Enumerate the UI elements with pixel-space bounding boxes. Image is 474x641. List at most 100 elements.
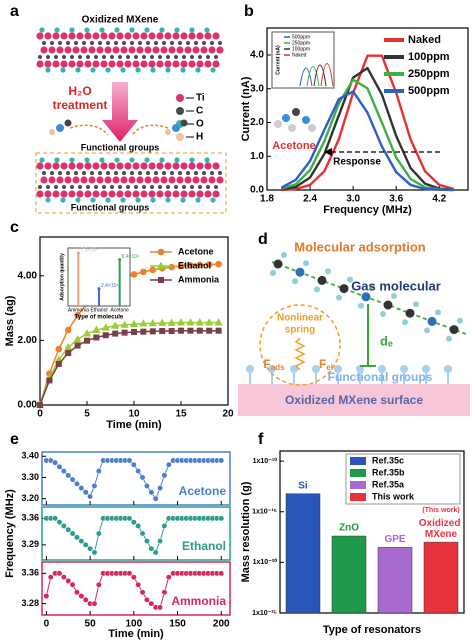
y-tick-label: 3.36 bbox=[21, 568, 39, 578]
marker bbox=[218, 457, 225, 464]
atom-o bbox=[45, 197, 51, 203]
atom-ti bbox=[116, 60, 124, 68]
molecule-atom bbox=[302, 116, 310, 124]
marker bbox=[130, 271, 138, 278]
atom-o bbox=[60, 197, 66, 203]
marker bbox=[215, 327, 222, 334]
atom-c bbox=[50, 41, 54, 45]
atom-ti bbox=[140, 60, 148, 68]
marker bbox=[157, 485, 163, 491]
x-tick-label: 4.2 bbox=[432, 194, 446, 205]
panel-label: d bbox=[258, 231, 268, 248]
marker bbox=[168, 263, 175, 271]
bar bbox=[423, 541, 459, 614]
x-axis-title: Time (min) bbox=[106, 419, 162, 431]
marker bbox=[167, 318, 176, 326]
atom-ti bbox=[196, 60, 204, 68]
x-axis-title: Time (min) bbox=[108, 628, 164, 640]
atom-c bbox=[154, 171, 158, 175]
marker bbox=[187, 327, 194, 334]
atom-ti bbox=[212, 190, 220, 198]
marker bbox=[157, 604, 163, 611]
atom-ti bbox=[140, 32, 148, 40]
atom-ti bbox=[204, 190, 212, 198]
legend-swatch bbox=[350, 469, 366, 477]
atom-ti bbox=[196, 162, 204, 170]
atom-ti bbox=[156, 60, 164, 68]
atom-ti bbox=[36, 162, 44, 170]
x-tick-label: 0 bbox=[44, 619, 50, 630]
atom-c bbox=[82, 41, 86, 45]
atom-ti bbox=[160, 176, 168, 184]
atom-o bbox=[105, 197, 111, 203]
atom-ti bbox=[164, 60, 172, 68]
inset-curve bbox=[313, 64, 327, 87]
panel-label: a bbox=[10, 3, 19, 20]
marker bbox=[218, 570, 225, 577]
marker bbox=[214, 318, 223, 326]
atom-ti bbox=[172, 190, 180, 198]
marker bbox=[215, 260, 222, 268]
functional-group-head bbox=[400, 365, 408, 373]
atom-c bbox=[122, 41, 126, 45]
molecule-atom bbox=[165, 129, 171, 135]
response-arrowhead bbox=[324, 148, 332, 156]
atom-ti bbox=[56, 46, 64, 54]
atom-ti bbox=[116, 190, 124, 198]
molecule-atom bbox=[274, 120, 282, 128]
x-tick-label: 20 bbox=[222, 409, 234, 420]
atom-o bbox=[39, 27, 45, 33]
molecule-atom bbox=[273, 259, 283, 269]
bar-label: Si bbox=[298, 480, 308, 491]
atom-ti bbox=[76, 32, 84, 40]
atom-ti bbox=[132, 162, 140, 170]
atom-ti bbox=[176, 46, 184, 54]
legend-swatch bbox=[176, 107, 184, 115]
marker bbox=[64, 343, 73, 351]
y-tick-label: 2.00 bbox=[18, 335, 38, 346]
atom-c bbox=[86, 185, 90, 189]
marker bbox=[74, 342, 81, 349]
atom-ti bbox=[136, 176, 144, 184]
atom-ti bbox=[72, 46, 80, 54]
marker bbox=[130, 574, 137, 581]
atom-c bbox=[214, 55, 218, 59]
atom-ti bbox=[136, 46, 144, 54]
marker bbox=[60, 468, 67, 475]
marker bbox=[78, 538, 85, 545]
molecule-atom bbox=[282, 114, 290, 122]
molecule-atom bbox=[405, 308, 415, 318]
atom-ti bbox=[124, 190, 132, 198]
plot-frame bbox=[41, 506, 231, 561]
atom-c bbox=[162, 171, 166, 175]
atom-c bbox=[66, 41, 70, 45]
atom-ti bbox=[180, 162, 188, 170]
atom-o bbox=[129, 27, 135, 33]
line bbox=[281, 66, 454, 191]
atom-ti bbox=[76, 60, 84, 68]
atom-ti bbox=[204, 162, 212, 170]
legend-label: Ref.35c bbox=[372, 455, 404, 465]
atom-ti bbox=[92, 60, 100, 68]
groups-label: Functional groups bbox=[328, 370, 433, 384]
marker bbox=[69, 530, 76, 537]
marker bbox=[91, 482, 98, 489]
atom-o bbox=[150, 197, 156, 203]
series-label: Acetone bbox=[179, 484, 227, 498]
marker bbox=[93, 334, 100, 341]
atom-o bbox=[159, 157, 165, 163]
marker bbox=[126, 457, 133, 464]
atom-o bbox=[165, 197, 171, 203]
marker bbox=[65, 472, 72, 479]
atom-ti bbox=[124, 162, 132, 170]
atom-c bbox=[146, 41, 150, 45]
atom-c bbox=[122, 171, 126, 175]
atom-o bbox=[174, 27, 180, 33]
atom-c bbox=[186, 171, 190, 175]
atom-ti bbox=[188, 162, 196, 170]
atom-ti bbox=[132, 190, 140, 198]
atom-c bbox=[202, 171, 206, 175]
legend-label: Ammonia bbox=[178, 274, 220, 284]
atom-c bbox=[46, 185, 50, 189]
atom-c bbox=[190, 55, 194, 59]
